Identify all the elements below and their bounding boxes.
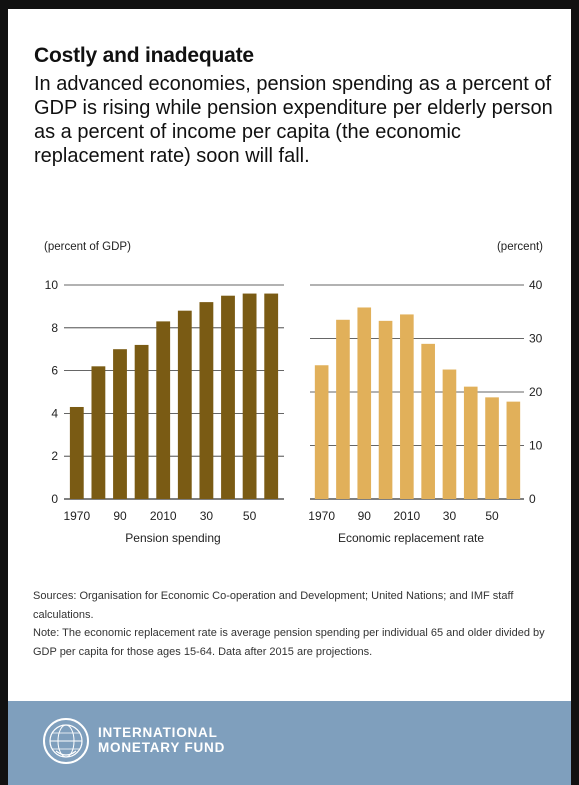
left-unit-label: (percent of GDP) [44,241,131,253]
left-chart-title: Pension spending [125,531,220,545]
right-x-tick-label: 2010 [393,509,420,523]
figure-subtitle: In advanced economies, pension spending … [34,73,553,167]
left-x-tick-label: 50 [243,509,257,523]
left-bar-2040 [221,295,235,499]
left-bar-2030 [199,302,214,499]
imf-seal-icon [43,718,89,764]
left-x-tick-label: 2010 [150,509,177,523]
right-y-tick-labels: 0 10 20 30 40 [529,278,543,506]
right-bar-2020 [421,343,435,499]
right-bar-1970 [314,365,329,499]
right-bar-2010 [400,314,414,499]
left-bar-2050 [242,293,257,499]
right-y-tick-label: 10 [529,439,543,453]
imf-name: INTERNATIONAL MONETARY FUND [98,725,225,755]
chart-economic-replacement-rate: (percent) 0 10 20 30 40 1970 90 2010 30 50 Econo… [308,241,543,545]
left-y-tick-label: 4 [51,406,58,420]
left-bar-2000 [134,344,149,499]
right-bar-1980 [336,319,350,499]
right-x-tick-label: 1970 [308,509,335,523]
left-y-tick-label: 0 [51,492,58,506]
sources-text: Sources: Organisation for Economic Co-op… [33,590,514,621]
figure-title: Costly and inadequate [34,44,254,67]
left-y-tick-label: 6 [51,364,58,378]
note-text: Note: The economic replacement rate is a… [33,627,545,658]
left-bar-1980 [91,366,106,499]
right-bars [314,307,521,499]
footer-bar: INTERNATIONAL MONETARY FUND [8,701,571,785]
right-bar-2040 [463,386,478,499]
left-bar-1990 [113,349,127,499]
left-x-tick-label: 1970 [63,509,90,523]
imf-name-line2: MONETARY FUND [98,740,226,755]
left-y-tick-label: 10 [45,278,59,292]
right-bar-2060 [506,401,521,499]
left-x-tick-labels: 1970 90 2010 30 50 [63,509,256,523]
right-bar-2000 [378,320,393,499]
right-y-tick-label: 30 [529,332,543,346]
right-bar-1990 [357,307,372,499]
right-y-tick-label: 40 [529,278,543,292]
left-bar-2020 [177,310,192,499]
right-unit-label: (percent) [497,241,543,253]
left-x-tick-label: 30 [200,509,214,523]
left-y-tick-label: 2 [51,449,58,463]
figure-notes: Sources: Organisation for Economic Co-op… [33,587,553,661]
right-x-tick-label: 30 [443,509,457,523]
right-bar-2030 [442,369,457,499]
right-y-tick-label: 0 [529,492,536,506]
left-y-tick-label: 8 [51,321,58,335]
left-y-tick-labels: 0 2 4 6 8 10 [45,278,59,506]
right-y-tick-label: 20 [529,385,543,399]
right-x-tick-label: 50 [485,509,499,523]
right-x-tick-labels: 1970 90 2010 30 50 [308,509,499,523]
left-bar-2060 [264,293,279,499]
imf-name-line1: INTERNATIONAL [98,725,218,740]
left-bar-2010 [156,321,171,499]
left-bars [69,293,279,499]
right-bar-2050 [485,397,499,499]
right-chart-title: Economic replacement rate [338,531,484,545]
left-bar-1970 [69,406,84,499]
right-x-tick-label: 90 [358,509,372,523]
left-x-tick-label: 90 [113,509,127,523]
